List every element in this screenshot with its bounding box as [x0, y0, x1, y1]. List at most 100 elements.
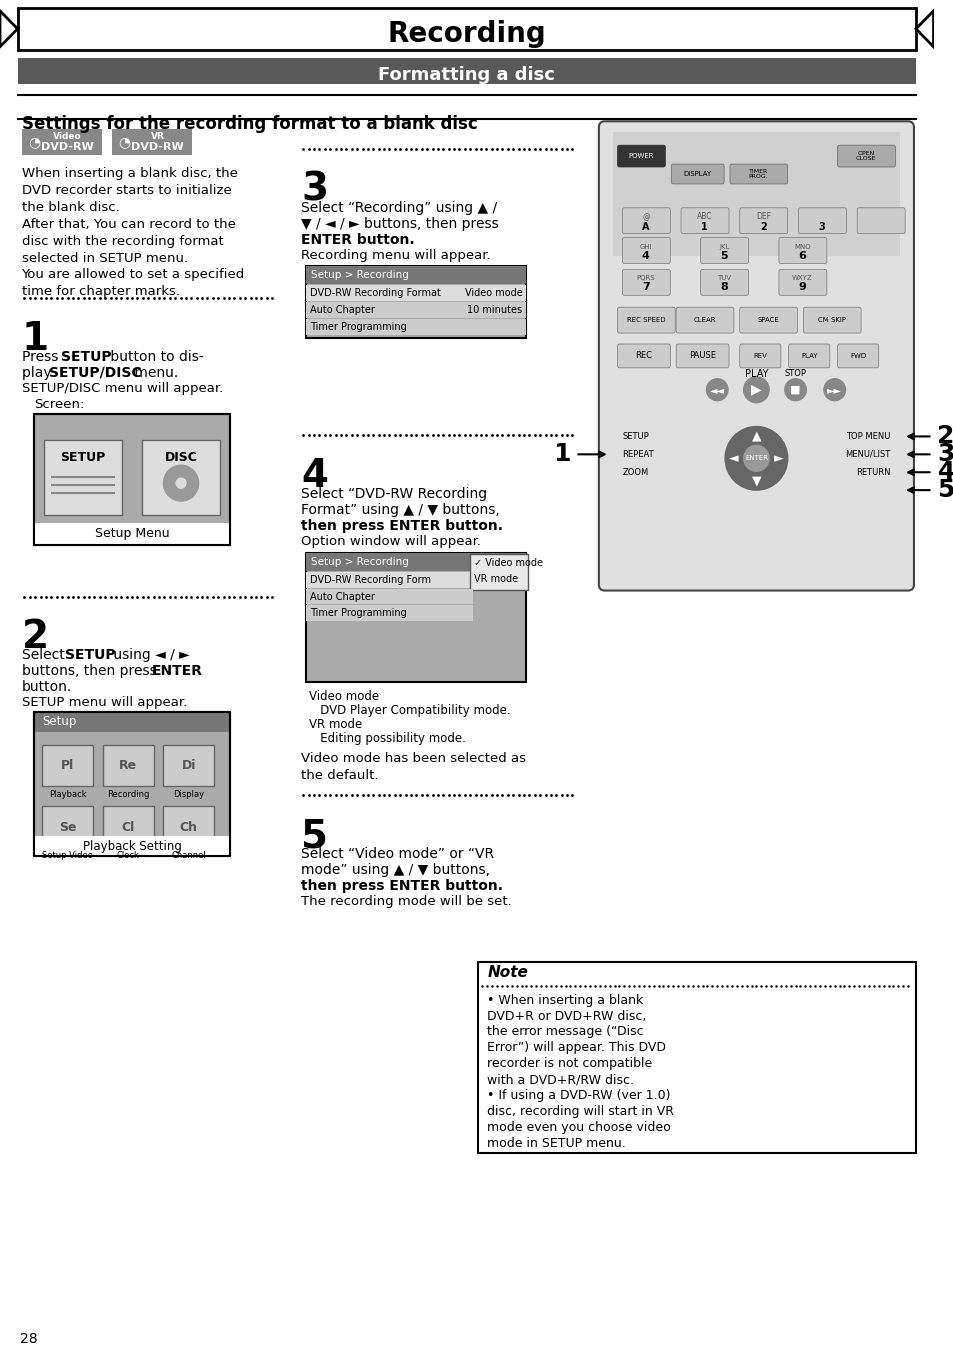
Text: FWD: FWD	[849, 353, 865, 359]
FancyBboxPatch shape	[739, 344, 781, 368]
Circle shape	[823, 379, 844, 400]
Text: Pl: Pl	[61, 759, 74, 772]
Text: The recording mode will be set.: The recording mode will be set.	[301, 895, 512, 907]
FancyBboxPatch shape	[306, 302, 526, 318]
Text: Cl: Cl	[121, 821, 134, 833]
Text: with a DVD+R/RW disc.: with a DVD+R/RW disc.	[487, 1073, 634, 1086]
Text: STOP: STOP	[783, 369, 805, 379]
FancyBboxPatch shape	[17, 8, 915, 50]
Text: 5: 5	[301, 817, 328, 855]
Text: SPACE: SPACE	[757, 317, 779, 324]
FancyBboxPatch shape	[700, 270, 748, 295]
FancyBboxPatch shape	[739, 307, 797, 333]
Text: ►: ►	[773, 452, 783, 465]
Text: Screen:: Screen:	[34, 398, 85, 411]
Text: VR mode: VR mode	[309, 717, 362, 731]
Text: Setup > Recording: Setup > Recording	[311, 557, 409, 566]
Text: Select “DVD-RW Recording: Select “DVD-RW Recording	[301, 487, 487, 501]
Text: Di: Di	[181, 759, 195, 772]
Text: PLAY: PLAY	[801, 353, 817, 359]
FancyBboxPatch shape	[671, 164, 723, 183]
Text: Setup Menu: Setup Menu	[94, 527, 170, 541]
Text: TIMER
PROG.: TIMER PROG.	[748, 168, 767, 179]
FancyBboxPatch shape	[612, 132, 900, 256]
Text: After that, You can record to the: After that, You can record to the	[22, 218, 235, 231]
FancyBboxPatch shape	[676, 307, 733, 333]
Circle shape	[176, 479, 186, 488]
Text: Display: Display	[173, 790, 204, 799]
Text: REC SPEED: REC SPEED	[626, 317, 664, 324]
Text: DVD Player Compatibility mode.: DVD Player Compatibility mode.	[309, 704, 510, 717]
FancyBboxPatch shape	[469, 554, 528, 589]
Text: TOP MENU: TOP MENU	[845, 431, 889, 441]
Text: 2: 2	[22, 619, 49, 656]
Text: SETUP: SETUP	[65, 648, 115, 662]
FancyBboxPatch shape	[42, 806, 92, 848]
Text: button to dis-: button to dis-	[106, 350, 203, 364]
Text: RETURN: RETURN	[855, 468, 889, 477]
Text: 1: 1	[700, 221, 707, 232]
FancyBboxPatch shape	[306, 605, 472, 621]
FancyBboxPatch shape	[700, 237, 748, 263]
Text: A: A	[641, 221, 649, 232]
Text: Auto Chapter: Auto Chapter	[310, 305, 375, 315]
FancyBboxPatch shape	[621, 208, 670, 233]
FancyBboxPatch shape	[676, 344, 728, 368]
FancyBboxPatch shape	[306, 286, 526, 301]
Text: ▼: ▼	[751, 474, 760, 488]
FancyBboxPatch shape	[34, 414, 230, 545]
Text: Video mode: Video mode	[464, 288, 522, 298]
Text: 5: 5	[937, 479, 953, 503]
Text: Video: Video	[53, 132, 82, 140]
Text: 3: 3	[818, 221, 824, 232]
Text: buttons, then press: buttons, then press	[22, 665, 160, 678]
Text: Recording: Recording	[107, 790, 150, 799]
Text: PQRS: PQRS	[636, 275, 655, 282]
Text: the error message (“Disc: the error message (“Disc	[487, 1026, 643, 1038]
Text: 8: 8	[720, 282, 727, 293]
Text: Auto Chapter: Auto Chapter	[310, 592, 375, 601]
FancyBboxPatch shape	[34, 712, 230, 732]
Text: JKL: JKL	[719, 244, 728, 249]
Text: 5: 5	[720, 251, 727, 260]
Text: DISPLAY: DISPLAY	[683, 171, 711, 177]
Text: ABC: ABC	[696, 212, 712, 221]
Text: selected in SETUP menu.: selected in SETUP menu.	[22, 252, 188, 264]
Text: 1: 1	[553, 442, 570, 466]
FancyBboxPatch shape	[621, 270, 670, 295]
FancyBboxPatch shape	[477, 962, 915, 1154]
Text: Editing possibility mode.: Editing possibility mode.	[309, 732, 466, 744]
Text: Timer Programming: Timer Programming	[310, 322, 407, 332]
Text: When inserting a blank disc, the: When inserting a blank disc, the	[22, 167, 237, 181]
Text: SETUP/DISC: SETUP/DISC	[49, 365, 141, 380]
Text: Setup: Setup	[42, 716, 76, 728]
Text: then press ENTER button.: then press ENTER button.	[301, 519, 503, 532]
FancyBboxPatch shape	[598, 121, 913, 590]
Text: 3: 3	[937, 442, 953, 466]
Text: Video mode: Video mode	[309, 690, 379, 702]
Text: DVD-RW: DVD-RW	[41, 142, 93, 152]
Text: REPEAT: REPEAT	[621, 450, 654, 458]
FancyBboxPatch shape	[617, 146, 664, 167]
FancyBboxPatch shape	[142, 441, 220, 515]
Text: Clock: Clock	[116, 852, 139, 860]
Text: DVD-RW Recording Form: DVD-RW Recording Form	[310, 574, 431, 585]
FancyBboxPatch shape	[42, 744, 92, 786]
Text: 1: 1	[22, 319, 49, 359]
FancyBboxPatch shape	[306, 572, 472, 588]
FancyBboxPatch shape	[163, 806, 214, 848]
Circle shape	[163, 465, 198, 501]
FancyBboxPatch shape	[798, 208, 845, 233]
Text: menu.: menu.	[130, 365, 178, 380]
FancyBboxPatch shape	[778, 237, 826, 263]
Text: Re: Re	[119, 759, 137, 772]
FancyBboxPatch shape	[306, 589, 472, 604]
Text: Option window will appear.: Option window will appear.	[301, 535, 481, 547]
Text: 6: 6	[798, 251, 805, 260]
Text: Error”) will appear. This DVD: Error”) will appear. This DVD	[487, 1042, 665, 1054]
Text: Playback Setting: Playback Setting	[83, 840, 181, 852]
Text: 3: 3	[301, 171, 328, 209]
Text: MNO: MNO	[793, 244, 810, 249]
FancyBboxPatch shape	[621, 237, 670, 263]
Text: mode” using ▲ / ▼ buttons,: mode” using ▲ / ▼ buttons,	[301, 863, 490, 878]
